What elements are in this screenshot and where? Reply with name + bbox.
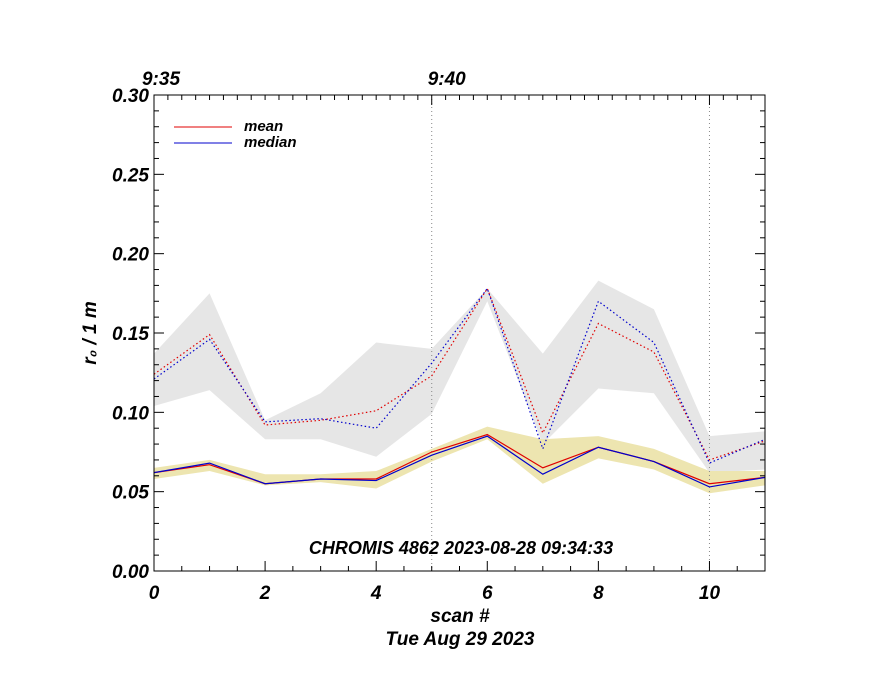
x-tick-label: 6 — [482, 583, 493, 604]
legend-mean-label: mean — [244, 118, 283, 135]
y-tick-label: 0.25 — [112, 165, 149, 186]
x-tick-label: 8 — [593, 583, 604, 604]
range-bands — [154, 280, 765, 494]
x-tick-label: 10 — [699, 583, 721, 604]
legend: mean median — [174, 118, 297, 151]
y-tick-label: 0.00 — [112, 562, 149, 583]
series-median — [153, 435, 766, 488]
axis-ticks — [153, 94, 766, 572]
y-tick-label: 0.05 — [112, 483, 149, 504]
y-tick-label: 0.30 — [112, 86, 149, 107]
y-tick-label: 0.15 — [112, 324, 149, 345]
band-0 — [154, 280, 765, 473]
y-tick-label: 0.20 — [112, 245, 149, 266]
y-axis-label: r₀ / 1 m — [80, 301, 101, 365]
chart-title: CHROMIS 4862 2023-08-28 09:34:33 — [309, 538, 613, 558]
data-series — [153, 287, 766, 488]
top-axis-label: 9:35 — [142, 69, 180, 90]
tick-labels: 0 2 4 6 8 10 0.00 0.05 0.10 0.15 0.20 0.25 0.309:35 9… — [112, 69, 720, 604]
x-axis-date-label: Tue Aug 29 2023 — [386, 629, 535, 650]
x-tick-label: 4 — [370, 583, 382, 604]
x-tick-label: 0 — [149, 583, 160, 604]
legend-median-label: median — [244, 134, 297, 151]
x-tick-label: 2 — [259, 583, 271, 604]
top-axis-label: 9:40 — [428, 69, 466, 90]
band-1 — [154, 426, 765, 494]
series-median-dotted — [153, 287, 766, 464]
y-tick-label: 0.10 — [112, 403, 149, 424]
time-gridlines — [431, 95, 710, 571]
x-axis-label: scan # — [430, 606, 490, 627]
series-mean-dotted — [153, 287, 766, 461]
